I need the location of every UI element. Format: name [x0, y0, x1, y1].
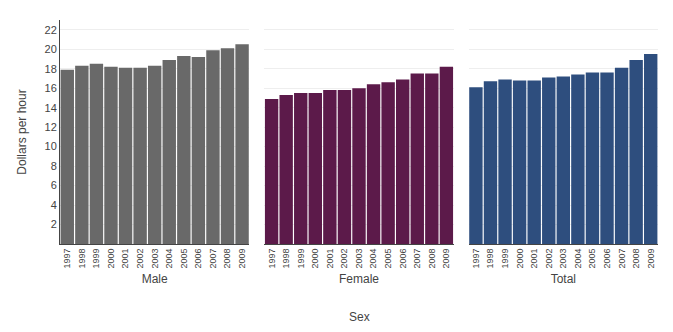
svg-text:2002: 2002	[339, 249, 349, 269]
svg-text:1999: 1999	[91, 249, 101, 269]
svg-text:2004: 2004	[368, 249, 378, 269]
svg-text:2003: 2003	[558, 249, 568, 269]
svg-text:Total: Total	[551, 272, 576, 286]
svg-text:2009: 2009	[646, 249, 656, 269]
svg-text:Male: Male	[142, 272, 168, 286]
svg-text:2001: 2001	[325, 249, 335, 269]
svg-text:2004: 2004	[573, 249, 583, 269]
svg-text:2007: 2007	[412, 249, 422, 269]
svg-text:2006: 2006	[193, 249, 203, 269]
svg-text:2009: 2009	[441, 249, 451, 269]
svg-text:2004: 2004	[164, 249, 174, 269]
svg-text:2003: 2003	[150, 249, 160, 269]
svg-text:20: 20	[45, 43, 57, 55]
svg-text:1999: 1999	[296, 249, 306, 269]
svg-text:6: 6	[51, 179, 57, 191]
svg-text:2000: 2000	[310, 249, 320, 269]
svg-text:2002: 2002	[135, 249, 145, 269]
svg-text:2007: 2007	[617, 249, 627, 269]
svg-text:2008: 2008	[427, 249, 437, 269]
svg-text:16: 16	[45, 82, 57, 94]
svg-text:2007: 2007	[208, 249, 218, 269]
svg-text:22: 22	[45, 24, 57, 36]
svg-text:2006: 2006	[398, 249, 408, 269]
svg-text:1997: 1997	[62, 249, 72, 269]
svg-text:2: 2	[51, 218, 57, 230]
svg-text:1998: 1998	[281, 249, 291, 269]
svg-text:8: 8	[51, 160, 57, 172]
svg-text:2005: 2005	[383, 249, 393, 269]
svg-text:12: 12	[45, 121, 57, 133]
svg-text:2005: 2005	[587, 249, 597, 269]
svg-text:Dollars per hour: Dollars per hour	[15, 89, 29, 174]
svg-text:2000: 2000	[515, 249, 525, 269]
svg-text:1997: 1997	[267, 249, 277, 269]
svg-text:2001: 2001	[529, 249, 539, 269]
svg-text:2006: 2006	[602, 249, 612, 269]
svg-text:2008: 2008	[631, 249, 641, 269]
svg-text:Sex: Sex	[349, 310, 370, 324]
svg-text:1999: 1999	[500, 249, 510, 269]
svg-text:2008: 2008	[222, 249, 232, 269]
svg-text:2002: 2002	[544, 249, 554, 269]
svg-text:2005: 2005	[179, 249, 189, 269]
svg-text:2003: 2003	[354, 249, 364, 269]
svg-text:2009: 2009	[237, 249, 247, 269]
svg-text:2000: 2000	[106, 249, 116, 269]
svg-text:1998: 1998	[77, 249, 87, 269]
svg-text:1998: 1998	[485, 249, 495, 269]
svg-text:Female: Female	[339, 272, 379, 286]
svg-text:10: 10	[45, 140, 57, 152]
svg-text:4: 4	[51, 199, 57, 211]
svg-text:14: 14	[45, 102, 57, 114]
svg-text:2001: 2001	[120, 249, 130, 269]
svg-text:1997: 1997	[471, 249, 481, 269]
svg-text:18: 18	[45, 63, 57, 75]
